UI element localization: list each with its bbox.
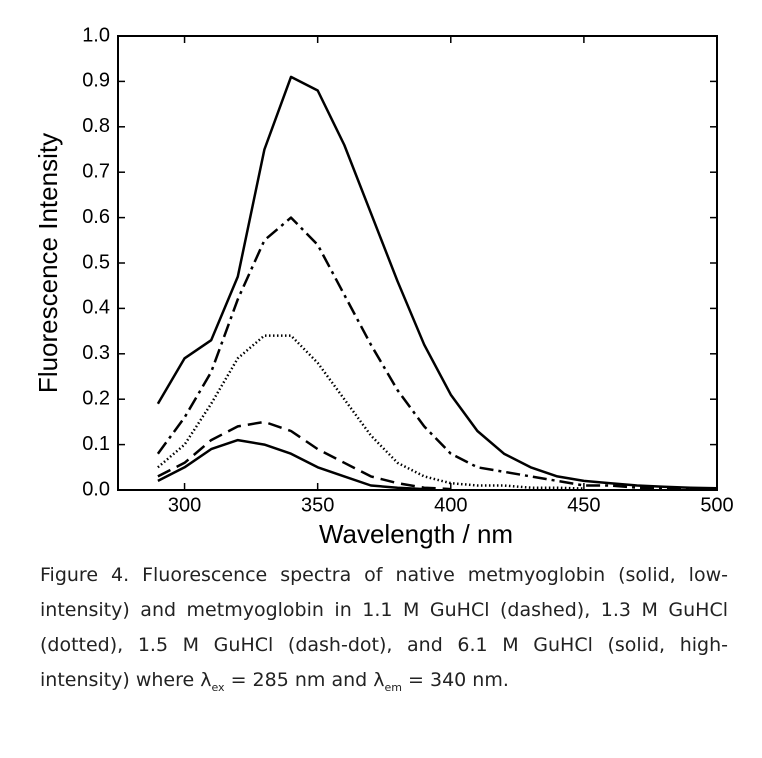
x-axis-label: Wavelength / nm bbox=[319, 519, 513, 549]
caption-text: = 285 nm and λ bbox=[224, 669, 385, 691]
series-line bbox=[157, 334, 584, 490]
y-tick-label: 0.0 bbox=[82, 478, 110, 500]
series-line bbox=[157, 438, 425, 491]
plot-frame bbox=[117, 35, 718, 491]
chart: Wavelength / nm Fluorescence Intensity 0… bbox=[33, 24, 734, 549]
y-tick-label: 0.3 bbox=[82, 342, 110, 364]
y-tick-label: 0.4 bbox=[82, 297, 110, 319]
caption-subscript: ex bbox=[211, 680, 225, 694]
x-tick-label: 500 bbox=[700, 494, 733, 516]
series-line bbox=[157, 420, 451, 491]
caption-text: Figure 4. Fluorescence spectra of native… bbox=[40, 564, 728, 691]
y-tick-label: 0.1 bbox=[82, 433, 110, 455]
y-tick-label: 0.7 bbox=[82, 160, 110, 182]
y-tick-label: 0.6 bbox=[82, 206, 110, 228]
x-tick-label: 300 bbox=[168, 494, 201, 516]
x-tick-label: 450 bbox=[567, 494, 600, 516]
y-tick-label: 0.5 bbox=[82, 251, 110, 273]
caption-subscript: em bbox=[384, 680, 402, 694]
caption: Figure 4. Fluorescence spectra of native… bbox=[40, 558, 728, 705]
y-tick-label: 1.0 bbox=[82, 24, 110, 46]
series-line bbox=[156, 75, 718, 490]
series-line bbox=[156, 216, 717, 490]
y-tick-label: 0.9 bbox=[82, 70, 110, 92]
x-tick-label: 350 bbox=[301, 494, 334, 516]
x-tick-label: 400 bbox=[434, 494, 467, 516]
y-tick-label: 0.8 bbox=[82, 115, 110, 137]
y-tick-label: 0.2 bbox=[82, 387, 110, 409]
y-axis-label: Fluorescence Intensity bbox=[33, 133, 63, 393]
caption-text: = 340 nm. bbox=[401, 669, 509, 691]
